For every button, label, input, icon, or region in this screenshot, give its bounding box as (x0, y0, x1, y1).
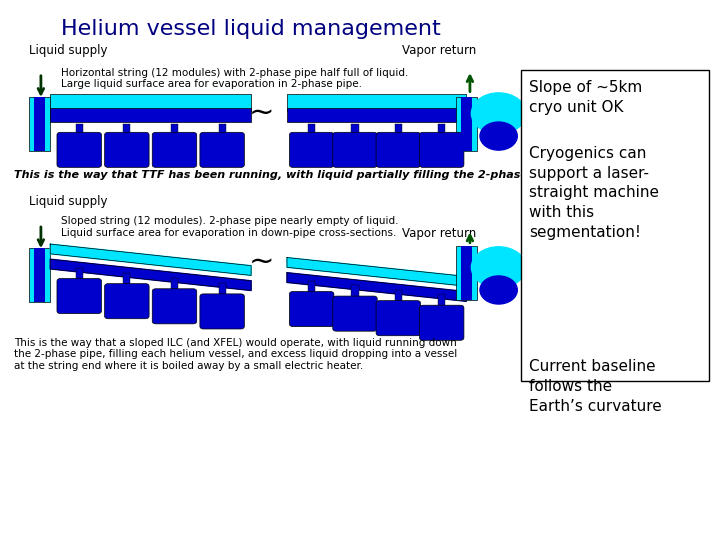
Polygon shape (50, 259, 251, 291)
Bar (287, 108, 467, 122)
Bar (219, 283, 225, 296)
Bar (287, 94, 467, 111)
Circle shape (472, 93, 526, 134)
Bar (50, 94, 251, 111)
Polygon shape (287, 273, 467, 301)
Bar (34, 97, 45, 151)
Bar (438, 294, 445, 308)
FancyBboxPatch shape (289, 132, 334, 167)
FancyBboxPatch shape (200, 132, 244, 167)
Text: Liquid supply: Liquid supply (29, 195, 107, 208)
Bar (395, 290, 402, 303)
Bar (351, 285, 359, 299)
Text: Liquid supply: Liquid supply (29, 44, 107, 57)
Bar (76, 124, 83, 135)
Text: Vapor return: Vapor return (402, 44, 476, 57)
Bar (351, 124, 359, 135)
FancyBboxPatch shape (57, 132, 102, 167)
Text: Horizontal string (12 modules) with 2-phase pipe half full of liquid.
Large liqu: Horizontal string (12 modules) with 2-ph… (61, 68, 408, 89)
Text: Vapor return: Vapor return (402, 227, 476, 240)
FancyBboxPatch shape (420, 132, 464, 167)
Bar (395, 124, 402, 135)
Bar (76, 268, 83, 281)
FancyBboxPatch shape (289, 292, 334, 327)
Bar (29, 97, 50, 151)
Polygon shape (50, 244, 251, 275)
Bar (171, 278, 178, 292)
FancyBboxPatch shape (104, 284, 149, 319)
Bar (123, 124, 130, 135)
Polygon shape (287, 258, 467, 286)
Bar (461, 246, 472, 300)
Text: ~: ~ (249, 247, 274, 276)
FancyBboxPatch shape (376, 301, 420, 336)
FancyBboxPatch shape (152, 289, 197, 324)
Bar (29, 248, 50, 302)
Bar (50, 108, 251, 122)
FancyBboxPatch shape (333, 132, 377, 167)
Text: ~: ~ (249, 99, 274, 128)
Text: This is the way that a sloped ILC (and XFEL) would operate, with liquid running : This is the way that a sloped ILC (and X… (14, 338, 458, 370)
Bar (34, 248, 45, 302)
Text: Sloped string (12 modules). 2-phase pipe nearly empty of liquid.
Liquid surface : Sloped string (12 modules). 2-phase pipe… (61, 216, 398, 238)
Text: Cryogenics can
support a laser-
straight machine
with this
segmentation!: Cryogenics can support a laser- straight… (529, 146, 660, 240)
FancyBboxPatch shape (200, 294, 244, 329)
Bar (456, 97, 477, 151)
Circle shape (480, 122, 517, 150)
Bar (123, 273, 130, 286)
FancyBboxPatch shape (152, 132, 197, 167)
FancyBboxPatch shape (376, 132, 420, 167)
FancyBboxPatch shape (420, 305, 464, 340)
Text: Helium vessel liquid management: Helium vessel liquid management (61, 19, 441, 39)
Circle shape (480, 276, 517, 304)
FancyBboxPatch shape (104, 132, 149, 167)
Bar (456, 246, 477, 300)
Bar (308, 124, 315, 135)
FancyBboxPatch shape (521, 70, 709, 381)
Bar (219, 124, 225, 135)
Text: This is the way that TTF has been running, with liquid partially filling the 2-p: This is the way that TTF has been runnin… (14, 170, 564, 180)
FancyBboxPatch shape (333, 296, 377, 331)
Bar (171, 124, 178, 135)
FancyBboxPatch shape (57, 279, 102, 314)
Circle shape (472, 247, 526, 288)
Text: Slope of ~5km
cryo unit OK: Slope of ~5km cryo unit OK (529, 80, 643, 114)
Bar (461, 97, 472, 151)
Text: Current baseline
follows the
Earth’s curvature: Current baseline follows the Earth’s cur… (529, 359, 662, 414)
Bar (308, 281, 315, 294)
Bar (438, 124, 445, 135)
